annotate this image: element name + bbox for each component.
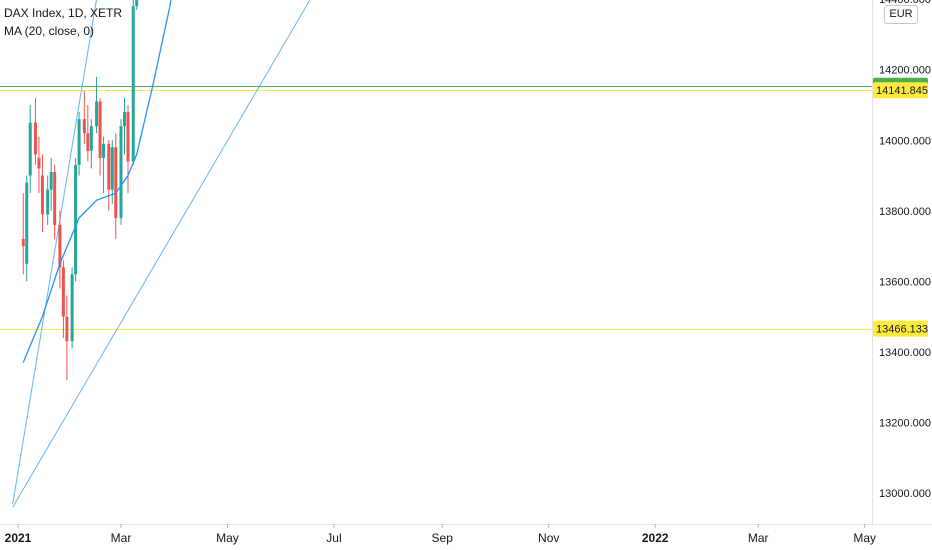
symbol-title[interactable]: DAX Index, 1D, XETR — [4, 6, 123, 20]
candle — [28, 105, 32, 194]
candle — [40, 154, 44, 232]
candle-body — [131, 6, 135, 162]
candle — [77, 112, 81, 176]
candle-body — [61, 267, 65, 317]
price-tick-label: 13200.000 — [879, 417, 931, 429]
candle-body — [119, 126, 123, 218]
price-tags: 15563.33815500.44615327.13115232.4831507… — [873, 77, 928, 337]
candle-body — [28, 122, 32, 176]
price-tick-label: 14000.000 — [879, 135, 931, 147]
candle — [107, 140, 111, 211]
candles — [21, 0, 139, 381]
candle — [25, 175, 29, 282]
candle — [53, 164, 57, 240]
time-tick-label: Mar — [111, 531, 132, 545]
candle — [89, 119, 93, 169]
candle — [122, 97, 126, 155]
candle — [98, 97, 102, 176]
candle — [82, 90, 86, 144]
candle-body — [21, 239, 25, 247]
indicator-legend[interactable]: MA (20, close, 0) — [4, 24, 95, 38]
price-tick-label: 14400.000 — [879, 0, 931, 6]
candle — [110, 140, 114, 204]
price-tick-label: 13000.000 — [879, 488, 931, 500]
time-tick-label: May — [853, 531, 876, 545]
candle — [74, 157, 78, 282]
candle-body — [37, 157, 41, 169]
candle — [58, 210, 62, 289]
candle — [114, 133, 118, 240]
time-tick-label: May — [216, 531, 239, 545]
candle-body — [25, 182, 29, 264]
candle-body — [53, 172, 57, 225]
candle — [126, 105, 130, 194]
candle — [33, 97, 37, 165]
candle-body — [77, 119, 81, 165]
level-price-tag-7[interactable]: 14141.845 — [873, 82, 928, 99]
candle — [46, 175, 50, 225]
moving-average — [22, 0, 172, 363]
horizontal-levels — [0, 86, 872, 330]
candle-body — [126, 112, 130, 162]
candle — [131, 0, 135, 165]
candle-body — [135, 0, 139, 7]
price-tick-label: 14200.000 — [879, 65, 931, 77]
candle-body — [46, 189, 50, 215]
price-tick-label: 13400.000 — [879, 347, 931, 359]
time-tick-label: 2021 — [5, 531, 32, 545]
candle — [61, 260, 65, 338]
candle-body — [65, 316, 69, 342]
candle-body — [95, 101, 99, 127]
candle — [70, 267, 74, 349]
candle-body — [107, 143, 111, 190]
candle-body — [114, 147, 118, 218]
candle-body — [70, 274, 74, 342]
trendline-3[interactable] — [12, 0, 451, 508]
time-tick-label: Sep — [432, 531, 454, 545]
currency-button[interactable]: EUR — [884, 5, 918, 24]
time-tick-label: Mar — [748, 531, 769, 545]
candle-body — [49, 172, 53, 190]
candle — [86, 105, 90, 162]
candle-body — [102, 143, 106, 158]
time-axis[interactable]: 2021 Mar May Jul Sep Nov 2022 Mar May — [5, 524, 876, 545]
candle-body — [40, 175, 44, 215]
candle-body — [122, 112, 126, 127]
candle — [102, 136, 106, 194]
svg-text:13466.133: 13466.133 — [876, 324, 928, 336]
candle — [119, 119, 123, 225]
price-tick-label: 13800.000 — [879, 206, 931, 218]
candle — [95, 76, 99, 134]
trendlines — [12, 0, 451, 508]
svg-text:14141.845: 14141.845 — [876, 85, 928, 97]
candle — [21, 193, 25, 275]
price-tick-label: 13600.000 — [879, 276, 931, 288]
candle-body — [74, 164, 78, 275]
trendline-2[interactable] — [12, 0, 179, 504]
ma-line — [22, 0, 172, 363]
candle-body — [82, 119, 86, 134]
candle-body — [110, 147, 114, 190]
candle-body — [58, 224, 62, 268]
price-axis[interactable]: 15600.00015400.00015200.00015000.0001480… — [879, 0, 931, 500]
candle — [65, 295, 69, 381]
candle-body — [86, 133, 90, 151]
candle — [49, 157, 53, 211]
time-tick-label: Jul — [326, 531, 341, 545]
candle-body — [89, 126, 93, 151]
time-tick-label: Nov — [538, 531, 559, 545]
level-price-tag-8[interactable]: 13466.133 — [873, 320, 928, 337]
candle — [135, 0, 139, 10]
candle-body — [98, 101, 102, 158]
candle — [37, 136, 41, 194]
time-tick-label: 2022 — [642, 531, 669, 545]
candle-body — [33, 122, 37, 155]
